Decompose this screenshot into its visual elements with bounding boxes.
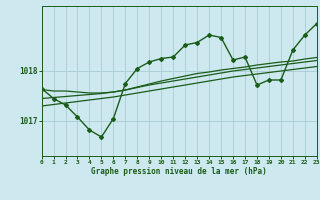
X-axis label: Graphe pression niveau de la mer (hPa): Graphe pression niveau de la mer (hPa): [91, 167, 267, 176]
